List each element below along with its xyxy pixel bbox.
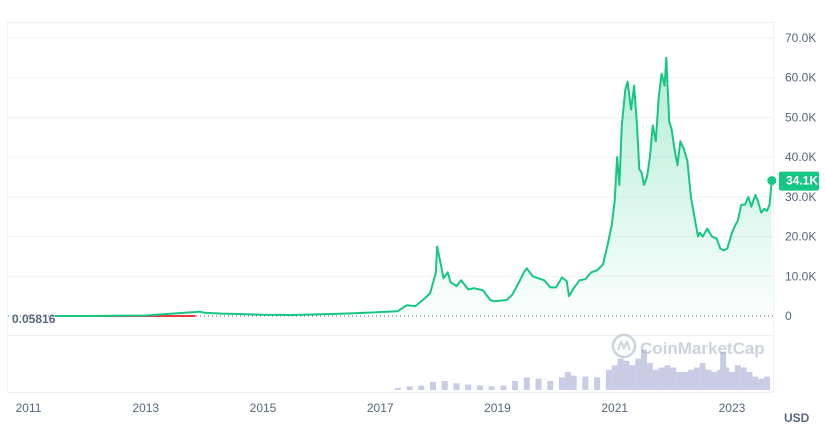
volume-bar xyxy=(500,385,507,390)
volume-bar xyxy=(646,363,653,390)
x-tick-label: 2013 xyxy=(132,401,159,415)
volume-bar xyxy=(652,369,659,390)
volume-bar xyxy=(558,377,565,390)
volume-bar xyxy=(465,384,472,390)
volume-bar xyxy=(629,365,636,390)
currency-label: USD xyxy=(784,411,810,425)
x-tick-label: 2011 xyxy=(16,401,42,415)
volume-bar xyxy=(705,369,712,390)
volume-bar xyxy=(617,358,624,390)
y-tick-label: 40.0K xyxy=(785,150,816,164)
volume-bar xyxy=(441,381,448,390)
volume-bar xyxy=(658,367,665,390)
volume-bar xyxy=(664,365,671,390)
volume-bar xyxy=(406,386,413,390)
current-price-marker[interactable] xyxy=(767,176,777,186)
volume-bar xyxy=(488,386,495,390)
volume-bar xyxy=(746,372,753,390)
watermark-text: CoinMarketCap xyxy=(640,339,765,358)
volume-bar xyxy=(693,367,700,390)
volume-bar xyxy=(711,372,718,390)
coinmarketcap-watermark: CoinMarketCap xyxy=(611,333,765,359)
volume-bar xyxy=(723,367,730,390)
baseline-price-label: 0.05816 xyxy=(12,312,56,326)
y-axis-labels: 0 10.0K 20.0K 30.0K 40.0K 50.0K 60.0K 70.0K xyxy=(785,31,816,323)
volume-bar xyxy=(523,377,530,390)
y-tick-label: 60.0K xyxy=(785,71,816,85)
volume-bar xyxy=(728,372,735,390)
volume-bar xyxy=(394,387,401,390)
volume-bar xyxy=(418,385,425,390)
volume-bar xyxy=(687,369,694,390)
plot-frame xyxy=(7,22,774,393)
y-tick-label: 10.0K xyxy=(785,269,816,283)
volume-bar xyxy=(535,378,542,390)
volume-bar xyxy=(582,376,589,390)
volume-bar xyxy=(764,376,771,390)
price-line-path xyxy=(54,56,773,317)
volume-bar xyxy=(476,385,483,390)
volume-bar xyxy=(758,378,765,390)
volume-bar xyxy=(605,369,612,390)
x-tick-label: 2023 xyxy=(719,401,746,415)
price-line xyxy=(54,56,773,317)
volume-bar xyxy=(594,377,601,390)
volume-bar xyxy=(453,383,460,390)
x-axis-labels: 2011 2013 2015 2017 2019 2021 2023 xyxy=(16,401,746,415)
price-area-fill xyxy=(54,57,772,317)
volume-bar xyxy=(676,372,683,390)
x-tick-label: 2019 xyxy=(484,401,511,415)
price-area xyxy=(54,57,772,317)
volume-bar xyxy=(570,375,577,390)
volume-bar xyxy=(752,376,759,390)
volume-bar xyxy=(430,381,436,390)
x-tick-label: 2015 xyxy=(250,401,277,415)
volume-bar xyxy=(564,372,571,390)
y-tick-label: 70.0K xyxy=(785,31,816,45)
volume-bar xyxy=(682,372,689,390)
volume-bar xyxy=(641,349,648,390)
coinmarketcap-logo-icon xyxy=(611,333,637,359)
volume-bar xyxy=(740,367,747,390)
current-price-tag xyxy=(779,171,819,191)
volume-bar xyxy=(670,367,677,390)
volume-bar xyxy=(699,363,706,390)
current-price-label: 34.1K xyxy=(786,174,818,188)
y-tick-label: 0 xyxy=(785,309,792,323)
volume-bar xyxy=(635,358,642,390)
volume-bar xyxy=(512,381,519,390)
volume-bar xyxy=(623,360,630,390)
y-tick-label: 20.0K xyxy=(785,230,816,244)
volume-bar xyxy=(547,381,554,390)
volume-bar xyxy=(734,365,741,390)
x-tick-label: 2017 xyxy=(367,401,394,415)
x-tick-label: 2021 xyxy=(601,401,628,415)
volume-bars xyxy=(394,349,771,390)
y-tick-label: 50.0K xyxy=(785,110,816,124)
y-tick-label: 30.0K xyxy=(785,190,816,204)
volume-bar xyxy=(611,365,618,390)
